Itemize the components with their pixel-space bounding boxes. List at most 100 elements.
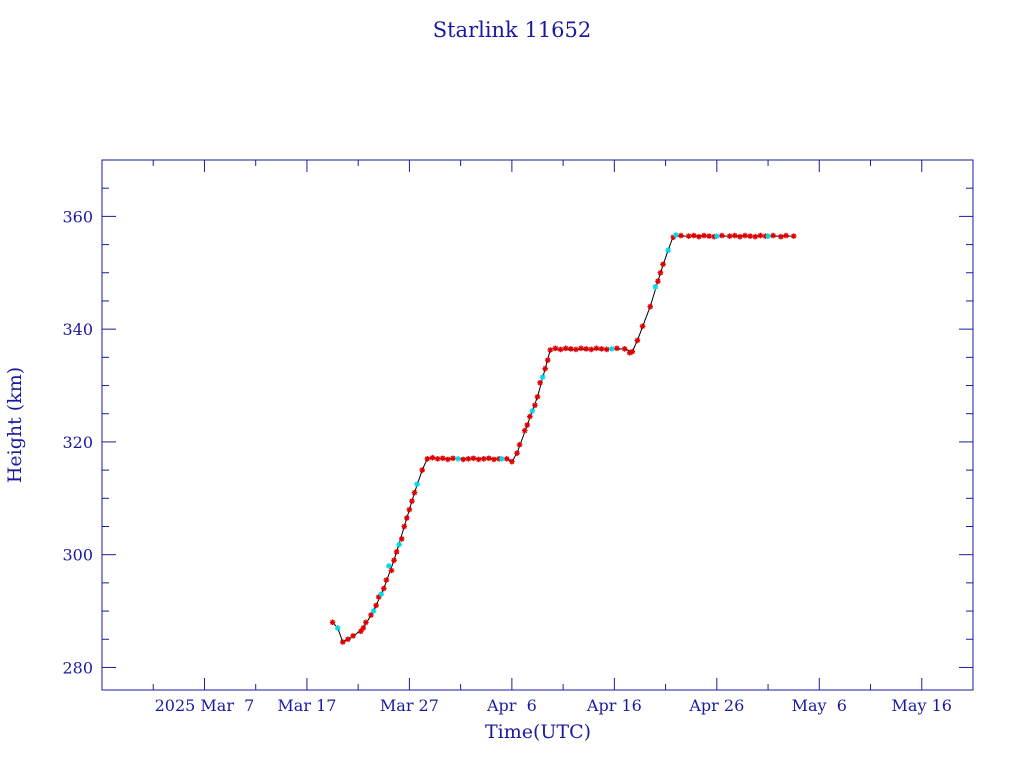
data-point-cyan: [414, 481, 420, 488]
data-point-red: [524, 422, 531, 428]
y-tick-label: 320: [62, 433, 93, 452]
data-point-red: [363, 619, 369, 626]
data-point-cyan: [673, 232, 679, 238]
x-tick-label: Apr 6: [486, 696, 537, 715]
data-point-red: [778, 233, 784, 240]
data-point-red: [401, 523, 408, 530]
data-point-cyan: [714, 233, 720, 239]
data-point-red: [696, 233, 702, 240]
data-point-red: [614, 345, 620, 352]
data-point-red: [678, 232, 684, 239]
data-point-cyan: [665, 247, 671, 254]
data-point-red: [583, 346, 589, 352]
data-point-red: [598, 346, 605, 352]
data-point-red: [685, 233, 692, 239]
data-point-red: [537, 379, 543, 386]
x-tick-label: May 16: [892, 696, 952, 715]
data-point-red: [757, 232, 764, 239]
data-point-red: [439, 455, 446, 462]
plot-frame: [101, 159, 974, 691]
axis-ticks: [102, 160, 973, 690]
data-point-red: [634, 337, 641, 344]
data-point-red: [368, 612, 374, 618]
data-point-cyan: [608, 346, 615, 352]
data-point-red: [544, 357, 551, 363]
data-point-cyan: [378, 591, 385, 597]
data-point-red: [411, 489, 418, 496]
data-point-cyan: [498, 456, 505, 462]
data-point-red: [409, 498, 415, 504]
data-point-red: [552, 345, 559, 352]
x-tick-label: May 6: [792, 696, 847, 715]
y-tick-label: 300: [62, 546, 93, 565]
data-point-red: [345, 636, 351, 643]
data-point-red: [424, 456, 431, 462]
x-tick-label: 2025 Mar 7: [155, 696, 255, 715]
data-point-cyan: [765, 233, 771, 239]
data-point-red: [626, 350, 633, 356]
x-tick-label: Apr 16: [586, 696, 642, 715]
data-point-red: [391, 557, 397, 564]
x-axis-title: Time(UTC): [485, 721, 591, 743]
data-point-red: [475, 456, 482, 463]
data-point-red: [690, 232, 697, 239]
height-trend-line: [332, 235, 794, 643]
data-point-cyan: [455, 456, 461, 462]
axis-tick-labels: 2025 Mar 7 Mar 17 Mar 27 Apr 6 Apr 16 Apr 26 M…: [62, 207, 952, 715]
data-point-red: [509, 458, 515, 465]
data-point-red: [406, 506, 413, 513]
data-point-red: [701, 232, 707, 239]
data-point-red: [588, 346, 595, 353]
data-point-red: [783, 232, 789, 239]
y-axis-title: Height (km): [4, 367, 26, 483]
data-point-red: [340, 639, 346, 645]
data-point-red: [731, 232, 738, 239]
data-point-red: [593, 345, 600, 352]
data-point-red: [719, 232, 725, 239]
data-point-red: [527, 413, 533, 420]
data-point-red: [629, 348, 636, 355]
data-point-cyan: [396, 541, 402, 548]
data-point-red: [398, 536, 405, 542]
data-point-red: [514, 450, 520, 456]
data-point-red: [350, 633, 356, 639]
data-point-red: [660, 261, 666, 268]
data-point-red: [532, 402, 538, 409]
data-point-red: [737, 233, 743, 240]
data-point-red: [388, 567, 395, 574]
data-point-red: [573, 346, 579, 353]
data-point-red: [434, 456, 441, 462]
data-point-red: [770, 232, 776, 239]
data-point-red: [516, 441, 523, 448]
data-point-red: [547, 347, 554, 353]
data-point-red: [790, 233, 797, 239]
data-point-red: [329, 619, 336, 626]
data-point-red: [429, 454, 436, 461]
data-point-red: [480, 456, 487, 462]
data-point-cyan: [386, 563, 392, 569]
data-point-cyan: [334, 625, 341, 631]
data-point-red: [603, 346, 610, 353]
data-point-red: [752, 233, 759, 240]
data-point-red: [445, 456, 451, 463]
data-point-red: [450, 455, 456, 462]
data-point-red: [521, 427, 528, 434]
data-point-red: [578, 345, 584, 352]
data-point-red: [657, 269, 664, 276]
data-point-red: [360, 625, 367, 631]
data-point-red: [404, 515, 410, 521]
data-point-red: [742, 232, 748, 239]
data-point-red: [419, 467, 426, 473]
data-point-cyan: [529, 408, 536, 414]
data-point-cyan: [652, 284, 659, 290]
plot-marks: [329, 232, 797, 645]
x-tick-label: Mar 27: [380, 696, 439, 715]
data-point-red: [562, 345, 569, 352]
data-point-red: [655, 278, 661, 285]
data-point-red: [706, 233, 712, 239]
data-point-red: [568, 346, 574, 352]
data-point-red: [486, 455, 492, 462]
data-point-red: [621, 346, 628, 352]
